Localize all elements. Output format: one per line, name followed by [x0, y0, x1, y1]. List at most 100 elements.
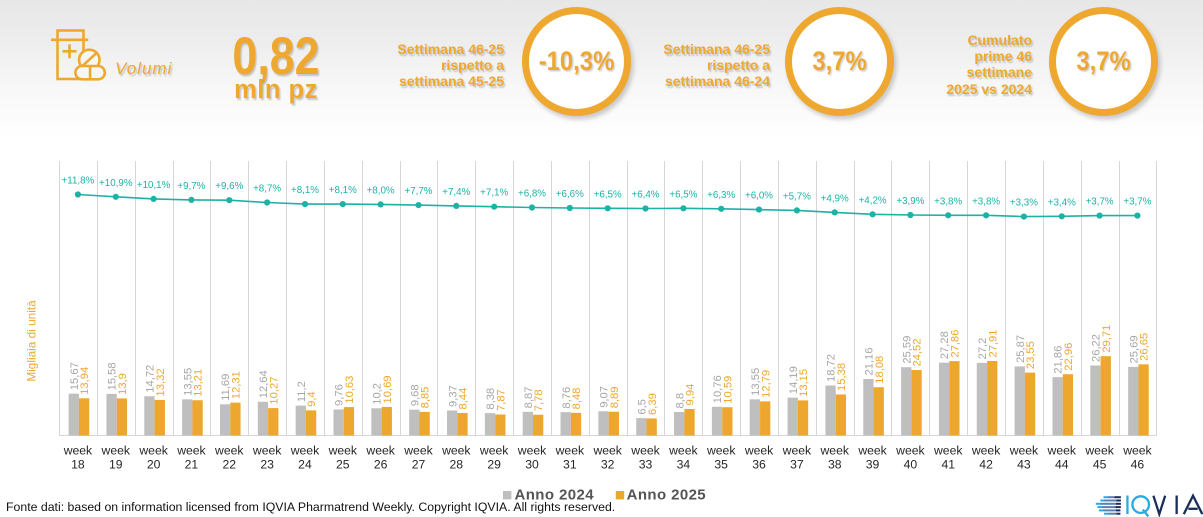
svg-text:36: 36 [752, 457, 766, 471]
svg-text:46: 46 [1131, 457, 1145, 471]
svg-text:37: 37 [790, 457, 804, 471]
svg-text:11,69: 11,69 [220, 374, 232, 401]
svg-text:10,69: 10,69 [382, 375, 394, 403]
svg-text:week: week [555, 443, 585, 457]
svg-text:week: week [933, 443, 963, 457]
svg-text:13,55: 13,55 [750, 368, 762, 396]
svg-text:13,32: 13,32 [155, 368, 167, 396]
svg-text:10,2: 10,2 [372, 383, 384, 405]
svg-text:26: 26 [374, 457, 388, 471]
svg-text:week: week [517, 443, 547, 457]
svg-text:21: 21 [185, 457, 199, 471]
svg-text:+10,1%: +10,1% [137, 180, 171, 191]
svg-text:+3,9%: +3,9% [896, 196, 924, 207]
svg-text:week: week [441, 443, 471, 457]
svg-text:+5,7%: +5,7% [783, 191, 811, 202]
svg-text:10,27: 10,27 [268, 377, 280, 405]
svg-text:11,2: 11,2 [296, 381, 308, 402]
svg-text:+3,8%: +3,8% [972, 196, 1000, 207]
svg-text:15,67: 15,67 [69, 362, 81, 390]
svg-text:13,21: 13,21 [193, 369, 205, 397]
svg-text:25: 25 [336, 457, 350, 471]
svg-text:45: 45 [1093, 457, 1107, 471]
svg-text:week: week [214, 443, 244, 457]
svg-text:44: 44 [1055, 457, 1069, 471]
svg-text:13,94: 13,94 [79, 367, 91, 395]
svg-text:week: week [365, 443, 395, 457]
svg-text:19: 19 [109, 457, 123, 471]
svg-text:+8,0%: +8,0% [367, 185, 395, 196]
svg-text:12,31: 12,31 [231, 371, 243, 399]
svg-text:Anno 2025: Anno 2025 [627, 487, 706, 504]
svg-text:10,59: 10,59 [722, 376, 734, 404]
svg-text:+6,3%: +6,3% [707, 190, 735, 201]
svg-text:week: week [328, 443, 358, 457]
svg-text:+7,7%: +7,7% [404, 186, 432, 197]
svg-text:25,87: 25,87 [1015, 335, 1027, 363]
svg-text:8,38: 8,38 [485, 388, 497, 410]
svg-text:+9,6%: +9,6% [215, 181, 243, 192]
svg-text:8,89: 8,89 [609, 386, 621, 408]
svg-text:25,59: 25,59 [901, 336, 913, 364]
svg-text:+8,1%: +8,1% [329, 185, 357, 196]
svg-text:+6,4%: +6,4% [631, 190, 659, 201]
svg-text:+6,0%: +6,0% [745, 191, 773, 202]
svg-text:9,07: 9,07 [599, 386, 611, 408]
svg-text:23,55: 23,55 [1025, 341, 1037, 369]
svg-text:15,38: 15,38 [836, 363, 848, 391]
svg-text:32: 32 [601, 457, 615, 471]
svg-text:9,94: 9,94 [685, 384, 697, 406]
svg-text:week: week [744, 443, 774, 457]
svg-text:27: 27 [412, 457, 426, 471]
svg-text:40: 40 [904, 457, 918, 471]
svg-text:+6,5%: +6,5% [594, 189, 622, 200]
svg-text:8,76: 8,76 [561, 387, 573, 409]
svg-text:week: week [101, 443, 131, 457]
svg-text:week: week [706, 443, 736, 457]
svg-text:week: week [63, 443, 93, 457]
svg-text:week: week [819, 443, 849, 457]
svg-text:24: 24 [298, 457, 312, 471]
svg-text:22,96: 22,96 [1063, 343, 1075, 371]
svg-text:9,68: 9,68 [409, 384, 421, 406]
svg-text:8,85: 8,85 [420, 387, 432, 409]
svg-text:14,72: 14,72 [145, 365, 157, 393]
svg-text:30: 30 [525, 457, 539, 471]
svg-text:+6,5%: +6,5% [669, 189, 697, 200]
svg-text:33: 33 [639, 457, 653, 471]
svg-text:18: 18 [71, 457, 85, 471]
svg-text:25,69: 25,69 [1128, 335, 1140, 363]
svg-text:+10,9%: +10,9% [99, 178, 133, 189]
svg-text:+3,7%: +3,7% [1086, 197, 1114, 208]
svg-text:23: 23 [260, 457, 274, 471]
svg-text:+9,7%: +9,7% [177, 181, 205, 192]
svg-text:week: week [176, 443, 206, 457]
svg-text:+7,4%: +7,4% [442, 187, 470, 198]
svg-text:27,91: 27,91 [987, 329, 999, 357]
svg-text:14,19: 14,19 [788, 366, 800, 394]
svg-text:27,2: 27,2 [977, 338, 989, 360]
svg-text:week: week [1047, 443, 1077, 457]
svg-text:week: week [630, 443, 660, 457]
svg-text:41: 41 [941, 457, 955, 471]
svg-text:+3,7%: +3,7% [1123, 197, 1151, 208]
svg-text:week: week [1122, 443, 1152, 457]
svg-text:week: week [857, 443, 887, 457]
svg-text:9,76: 9,76 [334, 384, 346, 406]
svg-text:8,44: 8,44 [458, 388, 470, 410]
svg-text:9,4: 9,4 [306, 391, 318, 407]
svg-text:15,58: 15,58 [107, 362, 119, 390]
svg-text:28: 28 [450, 457, 464, 471]
svg-text:8,48: 8,48 [571, 388, 583, 410]
svg-text:34: 34 [677, 457, 691, 471]
svg-text:13,9: 13,9 [117, 373, 129, 395]
svg-text:26,22: 26,22 [1091, 334, 1103, 362]
svg-text:+8,1%: +8,1% [291, 185, 319, 196]
svg-text:10,63: 10,63 [344, 376, 356, 404]
svg-text:24,52: 24,52 [912, 339, 924, 367]
svg-text:10,76: 10,76 [712, 375, 724, 403]
svg-text:Anno 2024: Anno 2024 [515, 487, 595, 504]
svg-text:6,39: 6,39 [647, 393, 659, 415]
svg-text:+4,2%: +4,2% [859, 195, 887, 206]
svg-text:13,55: 13,55 [182, 368, 194, 396]
